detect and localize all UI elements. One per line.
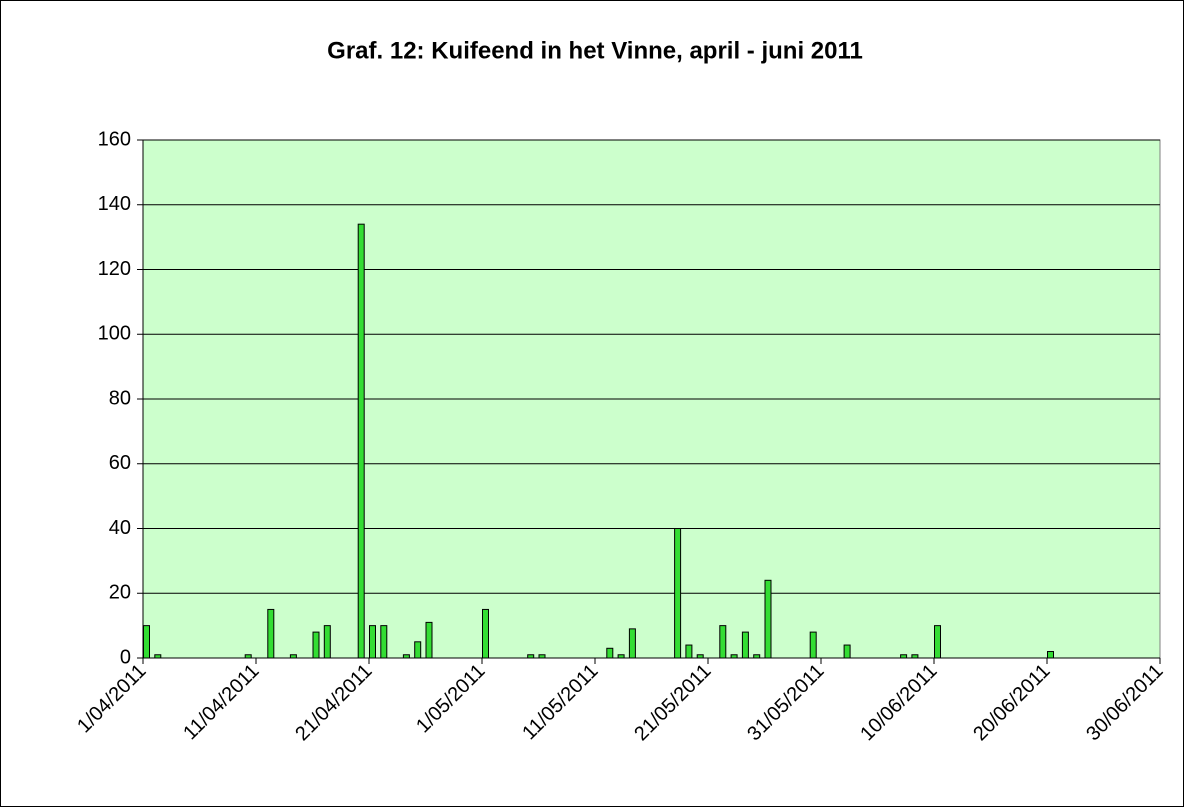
bar [380, 625, 388, 659]
y-tick-label: 20 [109, 582, 131, 604]
bar [696, 654, 704, 659]
bar [685, 644, 693, 659]
bar [843, 644, 851, 659]
bar [900, 654, 908, 659]
bar [1047, 651, 1054, 659]
bar [674, 528, 682, 659]
y-tick-label: 100 [98, 323, 131, 345]
bar [753, 654, 761, 659]
bar [369, 625, 376, 659]
y-tick-label: 60 [109, 452, 131, 474]
y-tick-label: 120 [98, 258, 131, 280]
bar [527, 654, 535, 659]
bar [425, 621, 433, 659]
y-tick-label: 40 [109, 517, 131, 539]
bar [809, 631, 817, 659]
bar [289, 654, 297, 659]
bar [606, 647, 614, 659]
bar [719, 625, 727, 659]
bar [323, 625, 331, 659]
bar [741, 631, 749, 659]
bar [628, 628, 636, 659]
bar [154, 654, 162, 659]
y-tick-label: 140 [98, 193, 131, 215]
bar [244, 654, 252, 659]
bar [357, 223, 365, 659]
bar [764, 579, 772, 659]
y-tick-label: 160 [98, 128, 131, 150]
bar [414, 641, 422, 659]
bar [538, 654, 546, 659]
bar [617, 654, 625, 659]
bar [402, 654, 410, 659]
bar [312, 631, 320, 659]
bar [934, 625, 941, 659]
bar [267, 608, 275, 659]
chart-title: Graf. 12: Kuifeend in het Vinne, april -… [327, 37, 863, 64]
y-tick-label: 0 [120, 646, 131, 668]
bar [730, 654, 738, 659]
y-tick-label: 80 [109, 387, 131, 409]
bar [482, 608, 489, 659]
bar [143, 625, 150, 659]
bar [911, 654, 919, 659]
